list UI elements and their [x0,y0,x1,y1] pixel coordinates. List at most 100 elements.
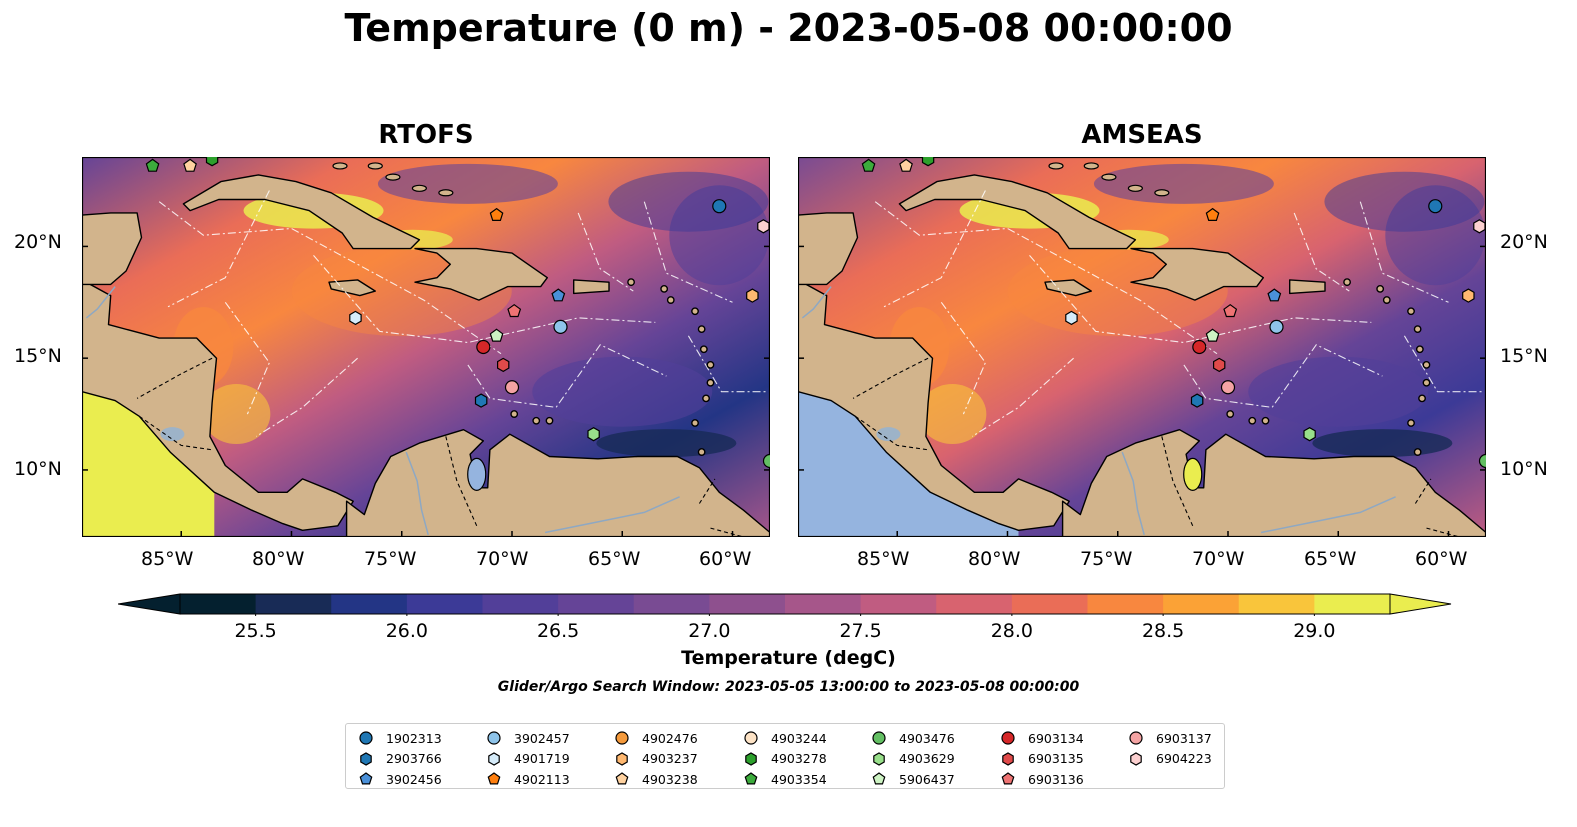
colorbar-segment-15 [1314,594,1391,614]
panel-title-amseas: AMSEAS [1081,120,1203,150]
island-10 [1343,278,1351,287]
island-11 [510,410,519,418]
search-window-note: Glider/Argo Search Window: 2023-05-05 13… [497,679,1080,695]
legend-label: 5906437 [899,771,955,787]
float-marker-3902457 [553,319,568,334]
float-marker-5906437 [1205,328,1220,342]
legend-item-4903237: 4903237 [614,749,698,770]
colorbar-segment-3 [406,594,483,614]
float-marker-4903629 [587,427,600,442]
eez-boundary-0 [158,201,502,355]
legend-label: 6904223 [1156,751,1212,767]
legend-item-6903134: 6903134 [1000,728,1084,749]
float-marker-6903135 [497,357,510,373]
float-marker-3902456 [551,288,566,302]
island-7 [1413,448,1422,456]
legend-swatch [360,752,372,766]
river-magdalena [405,451,429,535]
float-legend: 1902313 2903766 3902456 3902457 4901719 49021… [345,723,1225,789]
country-border-1 [138,415,213,451]
land-south-america [1061,429,1486,537]
legend-swatch [615,772,629,785]
colorbar-segment-2 [331,594,408,614]
land-jamaica [328,279,376,297]
colorbar-tick-label: 26.5 [536,620,580,642]
hexagon-marker-icon [745,752,757,766]
float-marker-5906437 [489,328,504,342]
legend-swatch [1129,731,1143,745]
float-marker-4903238 [183,158,197,172]
pentagon-marker-icon [487,772,501,785]
legend-label: 4903238 [642,771,698,787]
eez-boundary-2 [1029,255,1372,344]
legend-label: 4903629 [899,751,955,767]
legend-item-4903629: 4903629 [871,749,955,770]
float-marker-3902456 [1267,288,1282,302]
land-cuba [898,174,1137,250]
colorbar-tick-label: 27.0 [688,620,731,642]
float-marker-6904223 [1473,219,1486,234]
colorbar-min-extension [118,593,181,615]
legend-item-2903766: 2903766 [358,749,442,770]
country-border-3 [1414,478,1432,504]
hexagon-marker-icon [616,752,628,766]
land-jamaica [1044,279,1092,297]
island-0 [691,307,699,316]
circle-marker-icon [359,731,373,745]
colorbar-segment-4 [482,594,559,614]
land-hispaniola [414,247,548,301]
legend-item-4901719: 4901719 [486,749,570,770]
float-marker-6903135 [1213,357,1226,373]
legend-label: 6903134 [1028,730,1084,746]
legend-item-4903244: 4903244 [743,728,827,749]
lat-label-left-20n: 20°N [14,231,62,253]
map-panel-amseas[interactable] [798,157,1486,537]
island-11 [1226,410,1235,418]
float-marker-4903354 [861,158,876,172]
float-marker-4903237 [1462,288,1475,303]
float-marker-1902313 [712,199,727,214]
float-marker-6903136 [507,303,522,318]
country-border-4 [710,527,744,537]
float-marker-4903354 [145,158,160,172]
legend-label: 6903137 [1156,730,1212,746]
float-marker-6903134 [476,339,491,355]
legend-item-5906437: 5906437 [871,769,955,790]
island-3 [1422,360,1431,369]
legend-column: 4903476 4903629 5906437 [871,728,955,790]
legend-item-6903135: 6903135 [1000,749,1084,770]
legend-label: 3902456 [386,771,442,787]
land-central-america [82,279,354,531]
legend-item-4903238: 4903238 [614,769,698,790]
colorbar-segment-11 [1011,594,1088,614]
hexagon-marker-icon [1002,752,1014,766]
float-marker-4901719 [1065,310,1078,326]
legend-swatch [1130,752,1142,766]
colorbar-segment-10 [936,594,1013,614]
bahamas-island-0 [1048,162,1064,170]
float-marker-6903137 [1220,380,1236,395]
island-1 [1413,325,1422,334]
river-orinoco [544,496,680,534]
island-5 [702,394,710,403]
legend-item-3902456: 3902456 [358,769,442,790]
colorbar-segment-0 [180,594,257,614]
map-panel-rtofs[interactable] [82,157,770,537]
hexagon-marker-icon [873,752,885,766]
hexagon-marker-icon [488,752,500,766]
float-marker-4903278 [921,157,935,167]
legend-item-4903354: 4903354 [743,769,827,790]
bahamas-island-2 [1101,173,1117,181]
lake-nicaragua [160,427,185,442]
island-6 [691,419,699,427]
float-marker-6904223 [757,219,770,234]
river-belize [85,286,116,319]
float-marker-4903476 [1478,453,1486,469]
circle-marker-icon [1001,731,1015,745]
float-marker-4903629 [1303,427,1316,442]
legend-swatch [872,731,886,745]
legend-column: 3902457 4901719 4902113 [486,728,570,790]
bahamas-island-3 [411,184,427,192]
temperature-anomaly-8 [1093,163,1274,204]
island-7 [697,448,706,456]
